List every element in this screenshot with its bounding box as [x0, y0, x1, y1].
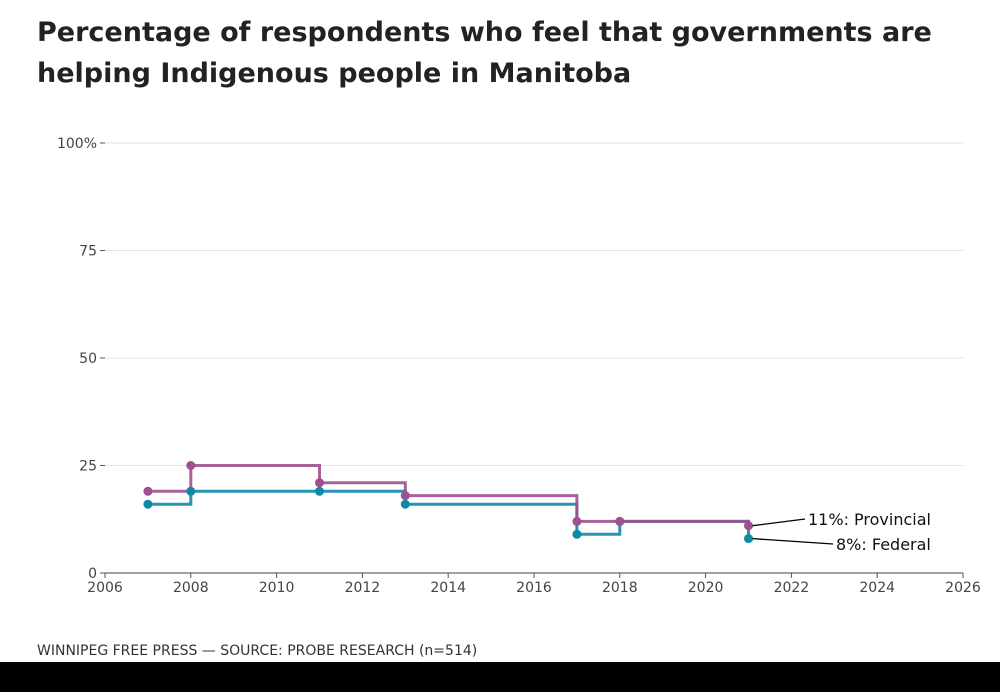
- y-tick-label: 0: [88, 566, 97, 582]
- series-line-federal: [147, 489, 750, 539]
- bottom-bar: [0, 662, 1000, 692]
- series-line-provincial: [147, 464, 750, 526]
- x-tick-label: 2026: [945, 580, 981, 596]
- data-point-provincial: [400, 491, 410, 501]
- data-point-provincial: [143, 486, 153, 496]
- x-tick-label: 2006: [87, 580, 123, 596]
- chart-title: Percentage of respondents who feel that …: [37, 17, 932, 89]
- x-tick-label: 2010: [259, 580, 295, 596]
- y-tick-label: 100%: [57, 136, 97, 152]
- source-credit: WINNIPEG FREE PRESS — SOURCE: PROBE RESE…: [37, 643, 478, 659]
- x-tick-label: 2016: [516, 580, 552, 596]
- x-tick-label: 2022: [774, 580, 810, 596]
- data-point-provincial: [615, 516, 625, 526]
- x-tick-label: 2014: [430, 580, 466, 596]
- x-tick-label: 2012: [345, 580, 381, 596]
- x-tick-label: 2008: [173, 580, 209, 596]
- end-label-provincial: 11%: Provincial: [808, 510, 931, 529]
- data-point-federal: [315, 486, 324, 496]
- data-point-provincial: [572, 516, 582, 526]
- x-tick-label: 2020: [688, 580, 724, 596]
- data-point-provincial: [186, 461, 196, 470]
- y-tick-label: 25: [79, 459, 97, 475]
- label-leader-line: [752, 537, 834, 545]
- data-point-federal: [572, 529, 582, 539]
- data-point-provincial: [744, 521, 753, 531]
- data-point-federal: [744, 534, 753, 544]
- end-labels: 11%: Provincial 8%: Federal: [752, 510, 931, 554]
- series-layer: [143, 461, 753, 544]
- y-tick-label: 75: [79, 244, 97, 260]
- data-point-federal: [400, 499, 410, 509]
- data-point-provincial: [315, 478, 324, 488]
- label-leader-line: [752, 518, 806, 527]
- data-point-federal: [186, 486, 196, 496]
- end-label-federal: 8%: Federal: [836, 535, 931, 554]
- axes: 0 25 50 75 100% 2006 2008 2010 2012 2014 2016 2018 2…: [57, 136, 981, 596]
- data-point-federal: [143, 499, 153, 509]
- y-tick-label: 50: [79, 351, 97, 367]
- x-tick-label: 2024: [859, 580, 895, 596]
- x-tick-label: 2018: [602, 580, 638, 596]
- gridlines: [105, 142, 963, 466]
